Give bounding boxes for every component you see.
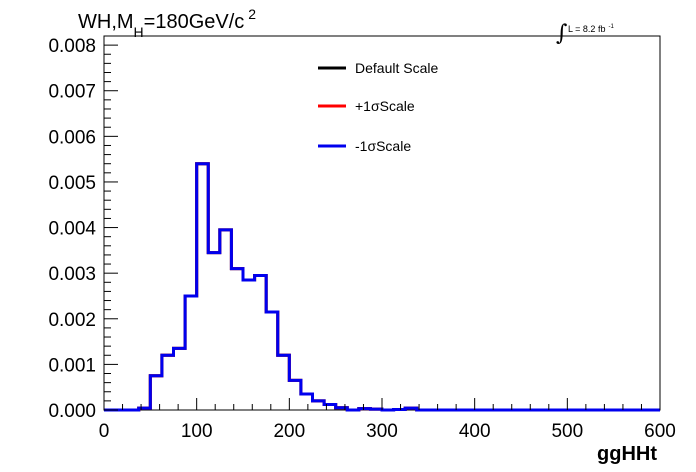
chart-title: WH,MH=180GeV/c 2 (78, 6, 256, 40)
legend-label-0: Default Scale (355, 60, 438, 76)
y-tick-label: 0.002 (48, 310, 96, 331)
y-tick-label: 0.004 (48, 219, 96, 240)
y-axis: 0.000 0.001 0.002 0.003 0.004 0.005 0.006 0.007… (48, 35, 118, 422)
x-tick-label: 400 (459, 421, 491, 442)
x-tick-label: 300 (366, 421, 398, 442)
series-line-2 (104, 162, 660, 412)
y-tick-label: 0.003 (48, 264, 96, 285)
x-axis: 0 100 200 300 400 500 600 (99, 398, 676, 442)
legend-label-2: -1σScale (355, 138, 411, 154)
y-tick-label: 0.001 (48, 355, 96, 376)
x-tick-label: 200 (273, 421, 305, 442)
luminosity-label: L = 8.2 fb -1 (568, 24, 614, 34)
y-tick-label: 0.000 (48, 401, 96, 422)
y-tick-label: 0.007 (48, 82, 96, 103)
x-tick-label: 100 (181, 421, 213, 442)
x-tick-label: 0 (99, 421, 110, 442)
series-group (104, 162, 660, 412)
integral-symbol: ∫ (556, 21, 568, 46)
legend-label-1: +1σScale (355, 98, 415, 114)
x-axis-label: ggHHt (597, 443, 657, 465)
x-tick-label: 600 (644, 421, 676, 442)
y-tick-label: 0.008 (48, 36, 96, 57)
legend: Default Scale +1σScale -1σScale (318, 60, 438, 154)
y-tick-label: 0.005 (48, 173, 96, 194)
y-tick-label: 0.006 (48, 127, 96, 148)
x-tick-label: 500 (551, 421, 583, 442)
